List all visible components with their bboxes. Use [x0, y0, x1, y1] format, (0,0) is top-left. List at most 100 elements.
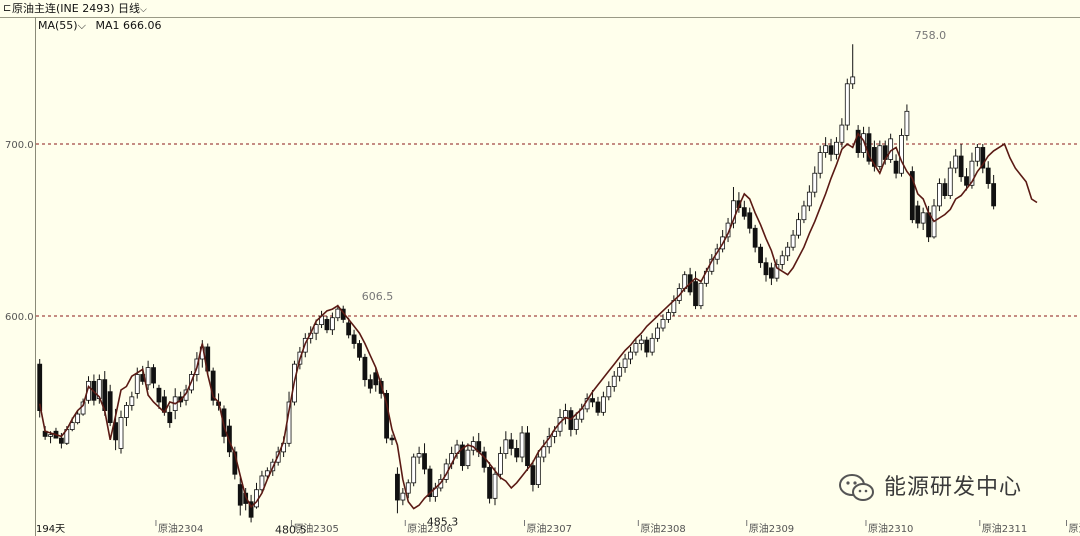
candle-down	[427, 468, 433, 497]
candle-up	[498, 453, 503, 475]
candle-up	[779, 255, 785, 265]
candle-down	[113, 422, 118, 441]
candle-up	[785, 246, 791, 257]
candle-down	[595, 401, 601, 413]
ma-legend: MA(55)⌵ MA1 666.06	[38, 19, 161, 32]
price-annotation: 485.3	[427, 515, 459, 528]
candle-up	[947, 167, 953, 197]
candle-up	[145, 367, 151, 386]
candle-up	[817, 152, 823, 174]
y-tick-label: 700.0	[5, 140, 34, 151]
candle-down	[752, 227, 758, 248]
candle-up	[974, 147, 980, 162]
wechat-icon	[839, 474, 874, 501]
candle-up	[606, 386, 612, 398]
candle-up	[405, 482, 411, 494]
candle-down	[422, 453, 427, 470]
collapse-icon[interactable]: ⊏	[3, 3, 12, 14]
period-selector[interactable]: 日线⌵	[118, 0, 147, 19]
candle-up	[877, 145, 883, 167]
instrument-title[interactable]: 原油主连(INE 2493)	[12, 0, 115, 17]
candle-down	[980, 147, 986, 169]
candle-down	[107, 391, 113, 424]
candle-up	[48, 434, 53, 437]
candle-up	[920, 212, 926, 224]
candle-up	[731, 200, 736, 224]
candle-down	[871, 147, 877, 167]
ma1-label: MA1	[95, 19, 120, 32]
candle-down	[909, 171, 915, 221]
candle-up	[416, 453, 422, 458]
candle-up	[69, 422, 75, 430]
candle-up	[329, 317, 335, 331]
candle-up	[655, 327, 660, 339]
candle-down	[741, 207, 747, 217]
candle-down	[351, 334, 357, 344]
candle-down	[915, 205, 921, 224]
candle-up	[638, 339, 644, 344]
candle-down	[514, 448, 520, 458]
candle-up	[790, 234, 796, 248]
candle-up	[611, 375, 617, 387]
period-label: 日线	[118, 2, 140, 15]
candle-down	[747, 212, 753, 229]
candle-down	[151, 367, 156, 384]
candle-up	[698, 282, 704, 307]
candle-up	[129, 396, 135, 406]
candle-up	[806, 191, 812, 207]
candle-up	[465, 449, 471, 467]
candle-down	[167, 411, 173, 424]
candle-up	[313, 324, 319, 334]
candle-down	[958, 155, 964, 178]
candle-down	[590, 398, 595, 403]
candle-up	[839, 124, 845, 143]
candle-up	[666, 312, 671, 320]
candle-down	[508, 439, 514, 449]
ma-param-label: MA(55)	[38, 19, 78, 32]
candle-up	[411, 456, 417, 484]
candle-down	[568, 410, 574, 430]
candle-down	[991, 183, 997, 207]
candle-down	[362, 356, 368, 381]
candle-down	[855, 129, 861, 154]
candle-down	[460, 444, 465, 467]
x-tick-label: 原油2304	[158, 522, 203, 535]
candle-down	[769, 267, 774, 279]
candle-up	[124, 405, 129, 418]
candle-down	[373, 372, 379, 386]
candle-down	[248, 501, 254, 518]
candle-up	[600, 396, 606, 413]
watermark: 能源研发中心	[838, 472, 1022, 504]
candle-up	[823, 145, 829, 154]
candle-up	[969, 160, 975, 186]
chevron-down-icon: ⌵	[140, 5, 147, 15]
x-tick-label: 原油2310	[868, 522, 913, 535]
y-tick-label: 600.0	[5, 312, 34, 323]
candle-up	[834, 141, 839, 155]
candle-up	[617, 367, 623, 377]
candle-up	[503, 439, 509, 454]
candle-up	[861, 133, 866, 153]
candle-up	[563, 410, 568, 418]
candle-down	[58, 437, 64, 444]
candle-up	[937, 183, 942, 207]
candle-up	[953, 155, 959, 169]
candle-down	[346, 322, 352, 336]
candle-up	[535, 456, 541, 485]
candle-down	[37, 363, 43, 412]
candle-down	[357, 343, 362, 358]
candle-down	[324, 319, 330, 331]
ma-param-selector[interactable]: MA(55)⌵	[38, 19, 86, 32]
candle-up	[400, 492, 406, 501]
bar-count-label: 194天	[36, 524, 66, 535]
price-annotation: 606.5	[362, 290, 394, 303]
x-tick-label: 原油2308	[640, 522, 685, 535]
candle-up	[812, 172, 818, 193]
plot-area[interactable]	[35, 17, 1080, 536]
candle-up	[844, 83, 850, 126]
candle-up	[660, 319, 666, 329]
candle-up	[75, 413, 81, 424]
watermark-text: 能源研发中心	[884, 475, 1023, 500]
candle-down	[237, 484, 243, 506]
